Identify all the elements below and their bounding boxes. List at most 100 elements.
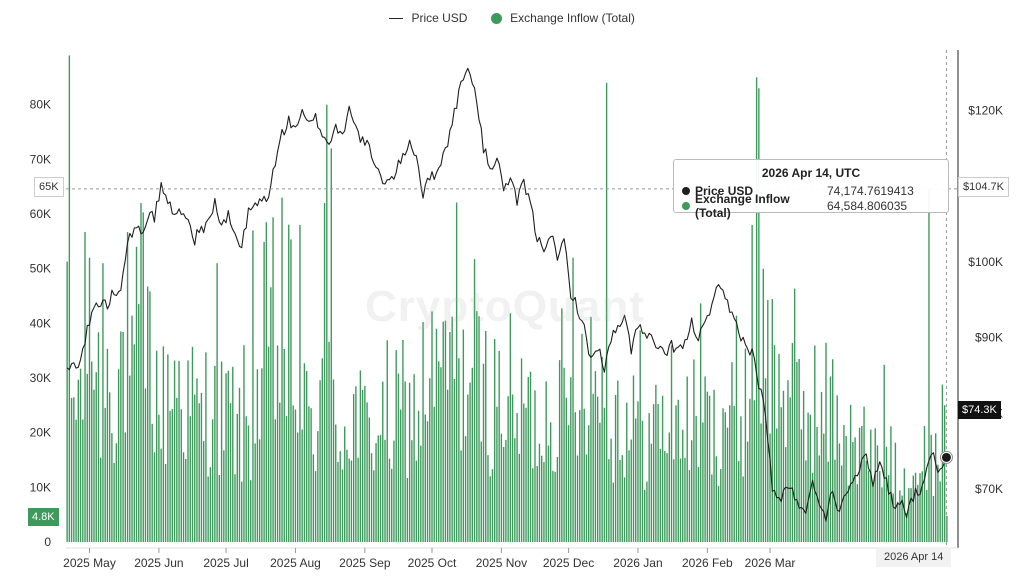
- inflow-bar[interactable]: [162, 346, 165, 542]
- inflow-bar[interactable]: [652, 404, 655, 542]
- inflow-bar[interactable]: [574, 412, 576, 542]
- inflow-bar[interactable]: [245, 416, 247, 542]
- inflow-bar[interactable]: [397, 373, 400, 542]
- inflow-bar[interactable]: [874, 428, 876, 542]
- inflow-bar[interactable]: [561, 308, 563, 542]
- inflow-bar[interactable]: [496, 406, 498, 542]
- inflow-bar[interactable]: [818, 455, 820, 542]
- inflow-bar[interactable]: [552, 470, 554, 542]
- inflow-bar[interactable]: [845, 435, 847, 542]
- inflow-bar[interactable]: [149, 291, 151, 542]
- inflow-bar[interactable]: [267, 346, 270, 542]
- inflow-bar[interactable]: [943, 405, 946, 542]
- inflow-bar[interactable]: [375, 443, 377, 542]
- inflow-bar[interactable]: [379, 434, 382, 542]
- inflow-bar[interactable]: [326, 104, 328, 543]
- inflow-bar[interactable]: [164, 463, 167, 542]
- inflow-bar[interactable]: [249, 480, 252, 542]
- inflow-bar[interactable]: [417, 410, 420, 542]
- inflow-bar[interactable]: [142, 212, 144, 543]
- inflow-bar[interactable]: [697, 467, 700, 542]
- inflow-bar[interactable]: [489, 476, 491, 542]
- inflow-bar[interactable]: [373, 470, 375, 542]
- inflow-bar[interactable]: [95, 372, 97, 542]
- inflow-bar[interactable]: [690, 440, 693, 542]
- inflow-bar[interactable]: [760, 423, 762, 542]
- inflow-bar[interactable]: [892, 493, 894, 542]
- inflow-bar[interactable]: [344, 426, 346, 542]
- inflow-bar[interactable]: [68, 55, 71, 542]
- inflow-bar[interactable]: [301, 429, 303, 543]
- inflow-bar[interactable]: [820, 391, 823, 542]
- inflow-bar[interactable]: [498, 350, 500, 542]
- inflow-bar[interactable]: [131, 315, 133, 542]
- inflow-bar[interactable]: [796, 361, 798, 542]
- inflow-bar[interactable]: [702, 422, 704, 542]
- inflow-bar[interactable]: [825, 342, 827, 542]
- inflow-bar[interactable]: [283, 349, 285, 542]
- inflow-bar[interactable]: [493, 339, 496, 542]
- inflow-bar[interactable]: [404, 381, 406, 542]
- inflow-bar[interactable]: [415, 460, 418, 542]
- inflow-bar[interactable]: [176, 397, 178, 542]
- inflow-bar[interactable]: [847, 485, 850, 542]
- inflow-bar[interactable]: [442, 321, 444, 542]
- inflow-bar[interactable]: [86, 373, 88, 542]
- inflow-bar[interactable]: [91, 361, 93, 542]
- inflow-bar[interactable]: [581, 333, 583, 542]
- inflow-bar[interactable]: [339, 451, 341, 542]
- inflow-bar[interactable]: [241, 481, 243, 542]
- inflow-bar[interactable]: [921, 471, 923, 542]
- inflow-bar[interactable]: [227, 370, 229, 542]
- inflow-bar[interactable]: [605, 82, 608, 543]
- inflow-bar[interactable]: [532, 468, 534, 542]
- inflow-bar[interactable]: [941, 384, 944, 542]
- inflow-bar[interactable]: [807, 412, 809, 542]
- inflow-bar[interactable]: [189, 416, 191, 542]
- inflow-bar[interactable]: [946, 515, 948, 542]
- inflow-bar[interactable]: [167, 354, 169, 542]
- inflow-bar[interactable]: [388, 458, 391, 542]
- inflow-bar[interactable]: [621, 455, 623, 542]
- inflow-bar[interactable]: [823, 433, 825, 542]
- inflow-bar[interactable]: [679, 458, 682, 542]
- inflow-bar[interactable]: [693, 359, 695, 542]
- inflow-bar[interactable]: [232, 366, 234, 542]
- inflow-bar[interactable]: [699, 303, 702, 542]
- inflow-bar[interactable]: [185, 458, 187, 542]
- inflow-bar[interactable]: [787, 380, 789, 542]
- inflow-bar[interactable]: [664, 451, 666, 542]
- inflow-bar[interactable]: [856, 484, 859, 542]
- inflow-bar[interactable]: [572, 257, 574, 542]
- inflow-bar[interactable]: [885, 446, 888, 542]
- inflow-bar[interactable]: [623, 477, 626, 542]
- inflow-bar[interactable]: [384, 439, 386, 542]
- inflow-bar[interactable]: [717, 485, 720, 542]
- inflow-bar[interactable]: [482, 363, 485, 542]
- inflow-bar[interactable]: [151, 423, 153, 542]
- inflow-bar[interactable]: [446, 389, 449, 542]
- inflow-bar[interactable]: [382, 381, 384, 542]
- inflow-bar[interactable]: [361, 389, 364, 542]
- inflow-bar[interactable]: [937, 464, 939, 542]
- inflow-bar[interactable]: [478, 316, 480, 542]
- inflow-bar[interactable]: [782, 390, 785, 542]
- inflow-bar[interactable]: [912, 475, 914, 542]
- inflow-bar[interactable]: [263, 241, 265, 542]
- inflow-bar[interactable]: [310, 408, 312, 542]
- inflow-bar[interactable]: [666, 453, 668, 542]
- inflow-bar[interactable]: [811, 472, 814, 542]
- inflow-bar[interactable]: [368, 417, 371, 542]
- inflow-bar[interactable]: [529, 371, 532, 542]
- inflow-bar[interactable]: [731, 362, 733, 542]
- inflow-bar[interactable]: [370, 453, 373, 542]
- inflow-bar[interactable]: [420, 445, 422, 542]
- inflow-bar[interactable]: [485, 330, 487, 542]
- inflow-bar[interactable]: [558, 360, 561, 542]
- inflow-bar[interactable]: [449, 331, 451, 542]
- inflow-bar[interactable]: [229, 403, 232, 542]
- inflow-bar[interactable]: [79, 368, 82, 542]
- inflow-bar[interactable]: [236, 413, 238, 542]
- inflow-bar[interactable]: [729, 405, 731, 542]
